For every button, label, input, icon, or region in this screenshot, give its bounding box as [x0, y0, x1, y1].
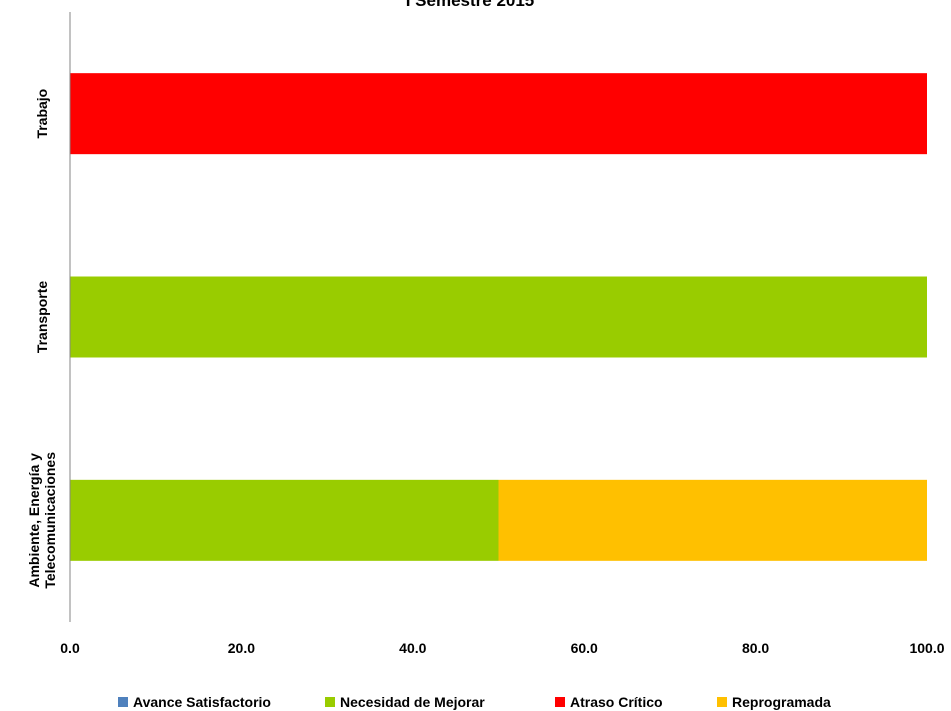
x-tick-label: 100.0	[909, 640, 944, 656]
legend-label: Necesidad de Mejorar	[340, 694, 485, 710]
legend-item-atraso-critico: Atraso Crítico	[555, 694, 663, 710]
x-tick-label: 80.0	[742, 640, 769, 656]
legend-item-reprogramada: Reprogramada	[717, 694, 831, 710]
legend-swatch	[717, 697, 727, 707]
legend-swatch	[555, 697, 565, 707]
bar-transporte-necesidad-de-mejorar	[70, 276, 927, 358]
legend: Avance Satisfactorio Necesidad de Mejorar…	[118, 694, 831, 710]
bar-trabajo-atraso-critico	[70, 73, 927, 155]
legend-item-avance-satisfactorio: Avance Satisfactorio	[118, 694, 271, 710]
axes: Trabajo Transporte Ambiente, Energía yTele…	[26, 12, 945, 656]
category-label-transporte: Transporte	[34, 281, 50, 354]
chart-title: I Semestre 2015	[406, 0, 535, 10]
x-tick-label: 40.0	[399, 640, 426, 656]
legend-item-necesidad-de-mejorar: Necesidad de Mejorar	[325, 694, 485, 710]
plot-area	[70, 73, 927, 561]
bar-ambiente-energia-y-telecomunicaciones-reprogramada	[498, 479, 927, 561]
legend-label: Atraso Crítico	[570, 694, 663, 710]
x-tick-label: 0.0	[60, 640, 80, 656]
legend-label: Reprogramada	[732, 694, 831, 710]
category-label-ambiente-energia-y-telecomunicaciones: Ambiente, Energía yTelecomunicaciones	[26, 452, 58, 589]
x-tick-label: 20.0	[228, 640, 255, 656]
legend-swatch	[118, 697, 128, 707]
category-label-trabajo: Trabajo	[34, 89, 50, 139]
bar-ambiente-energia-y-telecomunicaciones-necesidad-de-mejorar	[70, 479, 499, 561]
legend-label: Avance Satisfactorio	[133, 694, 271, 710]
legend-swatch	[325, 697, 335, 707]
x-tick-label: 60.0	[571, 640, 598, 656]
